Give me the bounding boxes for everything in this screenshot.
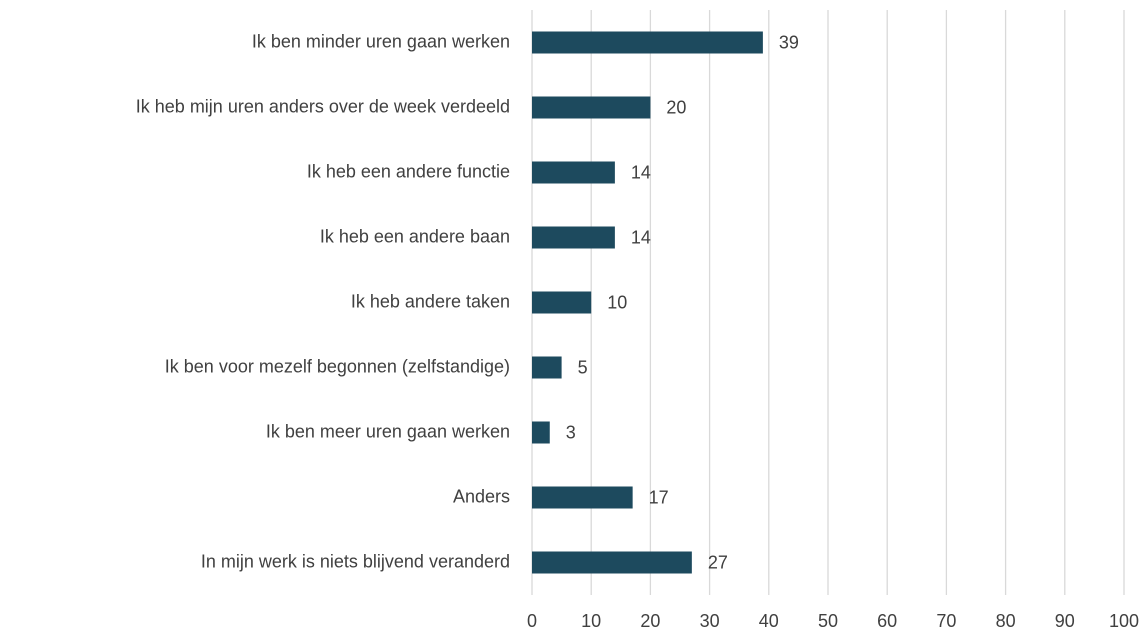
bar (532, 421, 550, 444)
x-tick-label: 100 (1109, 611, 1139, 631)
value-label: 17 (649, 487, 669, 507)
x-tick-label: 60 (877, 611, 897, 631)
x-tick-label: 80 (996, 611, 1016, 631)
y-tick-label: Ik ben voor mezelf begonnen (zelfstandig… (165, 356, 510, 376)
y-tick-label: Ik heb mijn uren anders over de week ver… (136, 96, 510, 116)
bar (532, 356, 562, 379)
y-tick-label: Anders (453, 486, 510, 506)
y-tick-label: Ik ben minder uren gaan werken (252, 31, 510, 51)
x-tick-label: 10 (581, 611, 601, 631)
bar (532, 31, 763, 54)
bar (532, 291, 592, 314)
y-tick-label: Ik heb een andere functie (307, 161, 510, 181)
bar (532, 486, 633, 509)
bar (532, 226, 615, 249)
bar (532, 96, 651, 119)
x-tick-label: 0 (527, 611, 537, 631)
y-tick-label: Ik heb andere taken (351, 291, 510, 311)
value-label: 39 (779, 32, 799, 52)
x-tick-label: 20 (640, 611, 660, 631)
value-label: 14 (631, 227, 651, 247)
value-label: 20 (666, 97, 686, 117)
bar (532, 551, 692, 574)
value-label: 14 (631, 162, 651, 182)
x-tick-label: 90 (1055, 611, 1075, 631)
x-tick-label: 30 (700, 611, 720, 631)
y-tick-label: Ik ben meer uren gaan werken (266, 421, 510, 441)
value-label: 10 (607, 292, 627, 312)
y-tick-label: In mijn werk is niets blijvend veranderd (201, 551, 510, 571)
x-tick-label: 50 (818, 611, 838, 631)
value-label: 27 (708, 552, 728, 572)
value-label: 5 (578, 357, 588, 377)
bar (532, 161, 615, 184)
x-tick-label: 40 (759, 611, 779, 631)
y-tick-label: Ik heb een andere baan (320, 226, 510, 246)
value-label: 3 (566, 422, 576, 442)
x-tick-label: 70 (936, 611, 956, 631)
